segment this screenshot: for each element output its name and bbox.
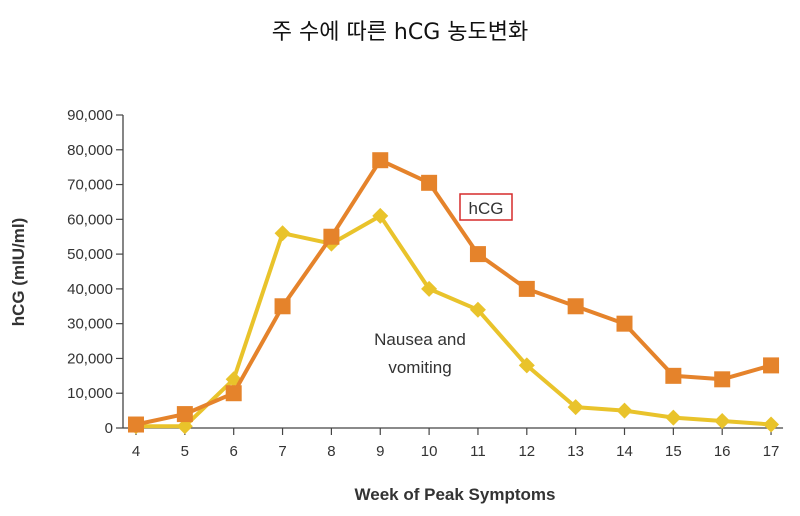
x-tick-label: 13 bbox=[567, 443, 584, 460]
hcg-series-label: hCG bbox=[469, 199, 504, 218]
y-tick-label: 30,000 bbox=[67, 316, 113, 333]
nausea-and-vomiting-point bbox=[518, 357, 535, 374]
y-tick-label: 10,000 bbox=[67, 385, 113, 402]
nausea-series-label-line2: vomiting bbox=[388, 358, 451, 377]
y-tick-label: 40,000 bbox=[67, 281, 113, 298]
hcg-point bbox=[421, 174, 438, 191]
nausea-and-vomiting-point bbox=[567, 399, 584, 416]
hcg-point bbox=[469, 246, 486, 263]
x-tick-label: 7 bbox=[278, 443, 286, 460]
hcg-point bbox=[225, 385, 242, 402]
y-tick-label: 90,000 bbox=[67, 107, 113, 124]
nausea-and-vomiting-point bbox=[665, 409, 682, 426]
x-tick-label: 8 bbox=[327, 443, 335, 460]
nausea-series-label-line1: Nausea and bbox=[374, 330, 466, 349]
y-tick-label: 20,000 bbox=[67, 350, 113, 367]
nausea-and-vomiting-point bbox=[469, 301, 486, 318]
y-tick-label: 70,000 bbox=[67, 177, 113, 194]
hcg-point bbox=[665, 367, 682, 384]
hcg-point bbox=[518, 280, 535, 297]
hcg-series-line bbox=[135, 158, 772, 427]
y-tick-label: 80,000 bbox=[67, 142, 113, 159]
hcg-point bbox=[763, 357, 780, 374]
y-tick-label: 60,000 bbox=[67, 211, 113, 228]
x-tick-label: 9 bbox=[376, 443, 384, 460]
nausea-and-vomiting-point bbox=[616, 402, 633, 419]
hcg-label-box bbox=[459, 193, 513, 221]
x-tick-label: 15 bbox=[665, 443, 682, 460]
nausea-and-vomiting-point bbox=[421, 280, 438, 297]
hcg-point bbox=[567, 298, 584, 315]
hcg-point bbox=[323, 228, 340, 245]
hcg-point bbox=[128, 416, 144, 433]
nausea-and-vomiting-point bbox=[176, 418, 193, 435]
x-axis-title: Week of Peak Symptoms bbox=[355, 485, 556, 504]
x-tick-label: 6 bbox=[230, 443, 238, 460]
chart-title: 주 수에 따른 hCG 농도변화 bbox=[271, 20, 529, 45]
hcg-point bbox=[714, 371, 731, 388]
x-tick-label: 12 bbox=[518, 443, 535, 460]
nausea-and-vomiting-point bbox=[714, 413, 731, 430]
axes: 0 10,000 20,000 30,000 40,000 50,000 60,000 70,… bbox=[67, 107, 784, 460]
x-tick-label: 17 bbox=[763, 443, 780, 460]
nausea-and-vomiting-point bbox=[763, 416, 780, 433]
hcg-point bbox=[616, 315, 633, 332]
hcg-point bbox=[274, 298, 291, 315]
series-layer bbox=[128, 152, 780, 435]
x-tick-label: 5 bbox=[181, 443, 189, 460]
nausea-and-vomiting-series-line bbox=[136, 213, 772, 429]
y-axis-title: hCG (mIU/ml) bbox=[9, 218, 28, 327]
nausea-and-vomiting-point bbox=[274, 225, 291, 242]
nausea-and-vomiting-point bbox=[372, 207, 389, 224]
x-tick-label: 11 bbox=[470, 443, 486, 460]
x-tick-label: 16 bbox=[714, 443, 731, 460]
hcg-point bbox=[372, 152, 389, 169]
x-tick-label: 10 bbox=[421, 443, 438, 460]
x-tick-label: 14 bbox=[616, 443, 633, 460]
hcg-point bbox=[176, 406, 193, 423]
y-tick-label: 50,000 bbox=[67, 246, 113, 263]
y-tick-label: 0 bbox=[105, 420, 113, 437]
x-tick-label: 4 bbox=[132, 443, 140, 460]
